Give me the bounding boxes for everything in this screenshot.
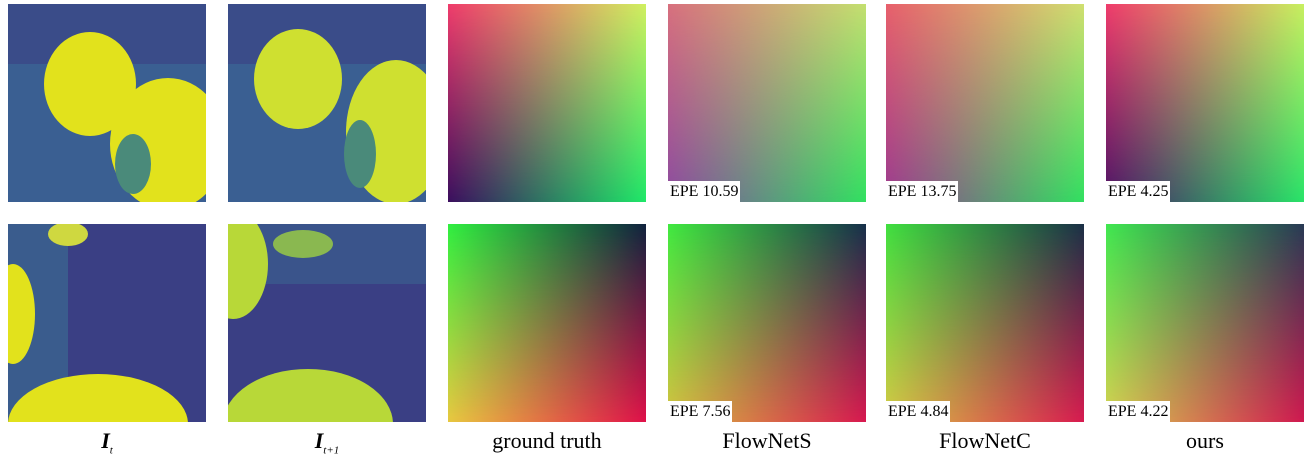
column-caption: It+1 <box>228 426 426 461</box>
caption-symbol: I <box>315 428 324 453</box>
input-frame <box>8 4 206 202</box>
caption-subscript: t <box>110 444 113 456</box>
flow-ours: EPE 4.22 <box>1106 224 1304 422</box>
flow-flownets: EPE 10.59 <box>668 4 866 202</box>
input-frame <box>8 224 206 422</box>
epe-label: EPE 4.25 <box>1106 181 1170 202</box>
caption-subscript: t+1 <box>323 444 339 456</box>
caption-symbol: I <box>101 428 110 453</box>
epe-label: EPE 4.22 <box>1106 401 1170 422</box>
flow-ground-truth <box>448 224 646 422</box>
flow-flownetc: EPE 13.75 <box>886 4 1084 202</box>
epe-label: EPE 13.75 <box>886 181 958 202</box>
figure: EPE 10.59 EPE 13.75 EPE 4.25 EPE 7.56 EP… <box>0 0 1306 461</box>
column-caption: ground truth <box>448 426 646 456</box>
epe-label: EPE 7.56 <box>668 401 732 422</box>
flow-flownetc: EPE 4.84 <box>886 224 1084 422</box>
column-caption: FlowNetS <box>668 426 866 456</box>
epe-label: EPE 4.84 <box>886 401 950 422</box>
column-caption: It <box>8 426 206 461</box>
column-caption: ours <box>1106 426 1304 456</box>
flow-ours: EPE 4.25 <box>1106 4 1304 202</box>
column-caption: FlowNetC <box>886 426 1084 456</box>
epe-label: EPE 10.59 <box>668 181 740 202</box>
flow-flownets: EPE 7.56 <box>668 224 866 422</box>
input-frame <box>228 4 426 202</box>
flow-ground-truth <box>448 4 646 202</box>
input-frame <box>228 224 426 422</box>
